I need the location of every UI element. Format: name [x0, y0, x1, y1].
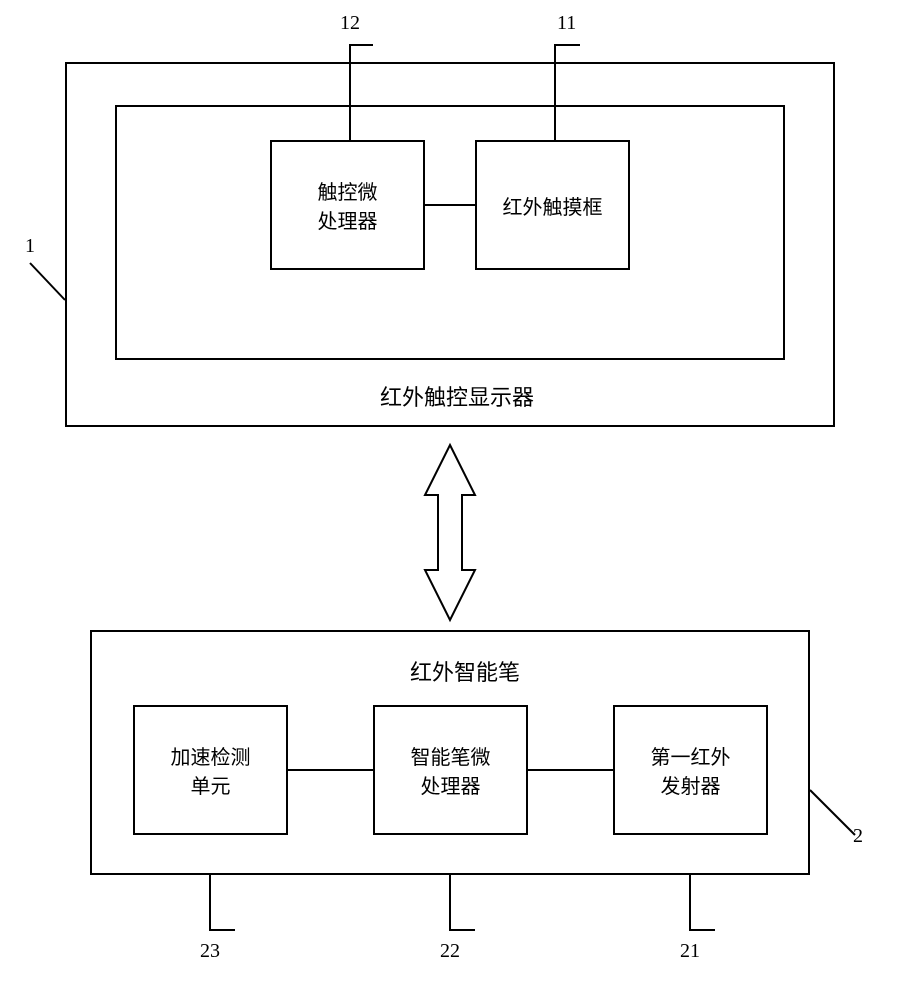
leader-21 — [0, 0, 900, 1000]
ref-21: 21 — [680, 940, 700, 963]
